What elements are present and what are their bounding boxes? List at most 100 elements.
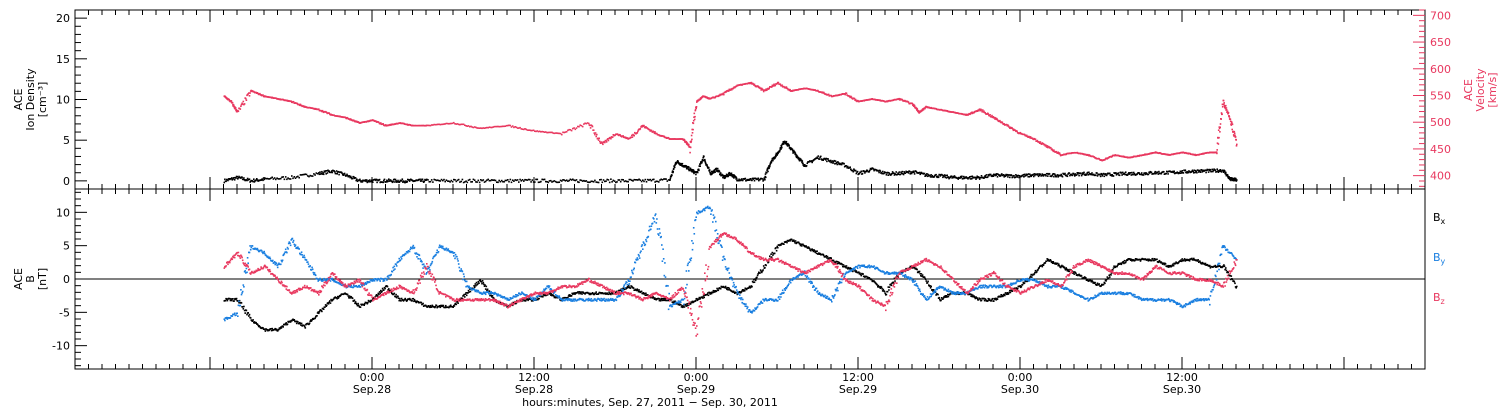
ion-density-point bbox=[742, 179, 744, 182]
ion-density-point bbox=[1144, 172, 1146, 174]
ion-density-point bbox=[330, 171, 332, 174]
velocity-point bbox=[1007, 125, 1010, 127]
ion-density-point bbox=[967, 178, 969, 180]
bx-point bbox=[381, 287, 384, 290]
ion-density-point bbox=[810, 160, 813, 162]
ion-density-point bbox=[952, 175, 955, 178]
bx-point bbox=[866, 277, 869, 280]
velocity-point bbox=[296, 102, 299, 105]
ion-density-point bbox=[811, 161, 813, 164]
velocity-point bbox=[581, 125, 584, 128]
bx-point bbox=[607, 293, 610, 296]
bx-point bbox=[911, 267, 913, 269]
bx-point bbox=[987, 297, 990, 300]
ion-density-point bbox=[1217, 170, 1219, 172]
velocity-point bbox=[1228, 115, 1230, 117]
bx-point bbox=[1169, 265, 1171, 268]
ion-density-point bbox=[704, 162, 707, 165]
bx-point bbox=[324, 306, 326, 308]
ion-density-point bbox=[988, 174, 990, 177]
bx-point bbox=[340, 294, 342, 296]
ion-density-point bbox=[852, 170, 855, 173]
ion-density-point bbox=[662, 178, 665, 180]
ion-density-point bbox=[1082, 172, 1084, 174]
bx-point bbox=[837, 262, 840, 265]
ion-density-point bbox=[1144, 173, 1147, 176]
velocity-point bbox=[594, 133, 596, 136]
velocity-point bbox=[823, 91, 825, 94]
ion-density-point bbox=[451, 180, 454, 183]
ion-density-point bbox=[494, 179, 497, 182]
ion-density-point bbox=[700, 162, 703, 164]
ion-density-point bbox=[655, 180, 658, 183]
ion-density-point bbox=[740, 179, 742, 181]
bx-point bbox=[243, 309, 246, 312]
bx-point bbox=[463, 293, 465, 296]
ion-density-point bbox=[833, 159, 836, 162]
ion-density-point bbox=[957, 178, 959, 180]
ion-density-point bbox=[1081, 173, 1083, 176]
velocity-point bbox=[1007, 124, 1009, 126]
ion-density-point bbox=[1007, 176, 1009, 178]
ion-density-point bbox=[618, 179, 621, 181]
velocity-point bbox=[698, 99, 700, 102]
bx-point bbox=[445, 304, 447, 307]
bx-point bbox=[383, 286, 386, 289]
ion-density-point bbox=[353, 176, 355, 178]
velocity-point bbox=[299, 104, 301, 107]
ion-density-point bbox=[1234, 179, 1237, 182]
ion-density-point bbox=[326, 172, 329, 174]
ion-density-point bbox=[1166, 171, 1169, 173]
bx-point bbox=[745, 288, 748, 291]
bx-point bbox=[486, 288, 489, 291]
ion-density-point bbox=[408, 180, 411, 182]
ion-density-point bbox=[726, 174, 729, 176]
velocity-point bbox=[924, 107, 926, 110]
bx-point bbox=[921, 275, 923, 278]
velocity-point bbox=[1216, 142, 1219, 144]
bx-point bbox=[588, 292, 590, 295]
bx-point bbox=[881, 287, 883, 290]
bx-point bbox=[264, 328, 266, 331]
ion-density-point bbox=[1167, 173, 1169, 175]
velocity-point bbox=[578, 125, 580, 128]
ion-density-point bbox=[723, 175, 726, 177]
y2-tick-label: 550 bbox=[1430, 89, 1451, 102]
ion-density-point bbox=[1226, 174, 1229, 176]
bx-point bbox=[1174, 262, 1177, 265]
velocity-point bbox=[830, 94, 832, 97]
ion-density-point bbox=[1018, 175, 1021, 177]
bx-point bbox=[920, 273, 923, 275]
ion-density-point bbox=[1208, 168, 1210, 171]
bx-point bbox=[637, 290, 640, 293]
bx-point bbox=[1214, 264, 1217, 267]
velocity-point bbox=[380, 122, 382, 124]
ion-density-point bbox=[429, 180, 432, 183]
ion-density-point bbox=[827, 158, 829, 160]
y-tick-label: 10 bbox=[56, 206, 70, 219]
ion-density-point bbox=[995, 174, 998, 176]
bx-point bbox=[383, 289, 385, 291]
bx-point bbox=[751, 285, 753, 288]
bx-point bbox=[901, 271, 903, 274]
ion-density-point bbox=[255, 178, 257, 181]
bx-point bbox=[632, 287, 635, 289]
velocity-point bbox=[240, 105, 242, 107]
ion-density-point bbox=[795, 154, 798, 156]
velocity-point bbox=[1219, 126, 1221, 129]
ion-density-point bbox=[225, 180, 227, 183]
bx-point bbox=[974, 296, 976, 299]
ion-density-point bbox=[492, 179, 494, 181]
bx-point bbox=[760, 270, 762, 273]
ion-density-point bbox=[908, 170, 911, 173]
ion-density-point bbox=[1032, 175, 1035, 178]
ion-density-point bbox=[351, 177, 354, 180]
velocity-point bbox=[631, 134, 633, 137]
velocity-point bbox=[917, 110, 920, 112]
ion-density-point bbox=[1220, 171, 1223, 173]
bx-point bbox=[467, 289, 470, 292]
bx-point bbox=[327, 303, 330, 305]
velocity-point bbox=[1036, 139, 1039, 142]
ion-density-point bbox=[1054, 174, 1056, 176]
ion-density-point bbox=[298, 176, 300, 179]
